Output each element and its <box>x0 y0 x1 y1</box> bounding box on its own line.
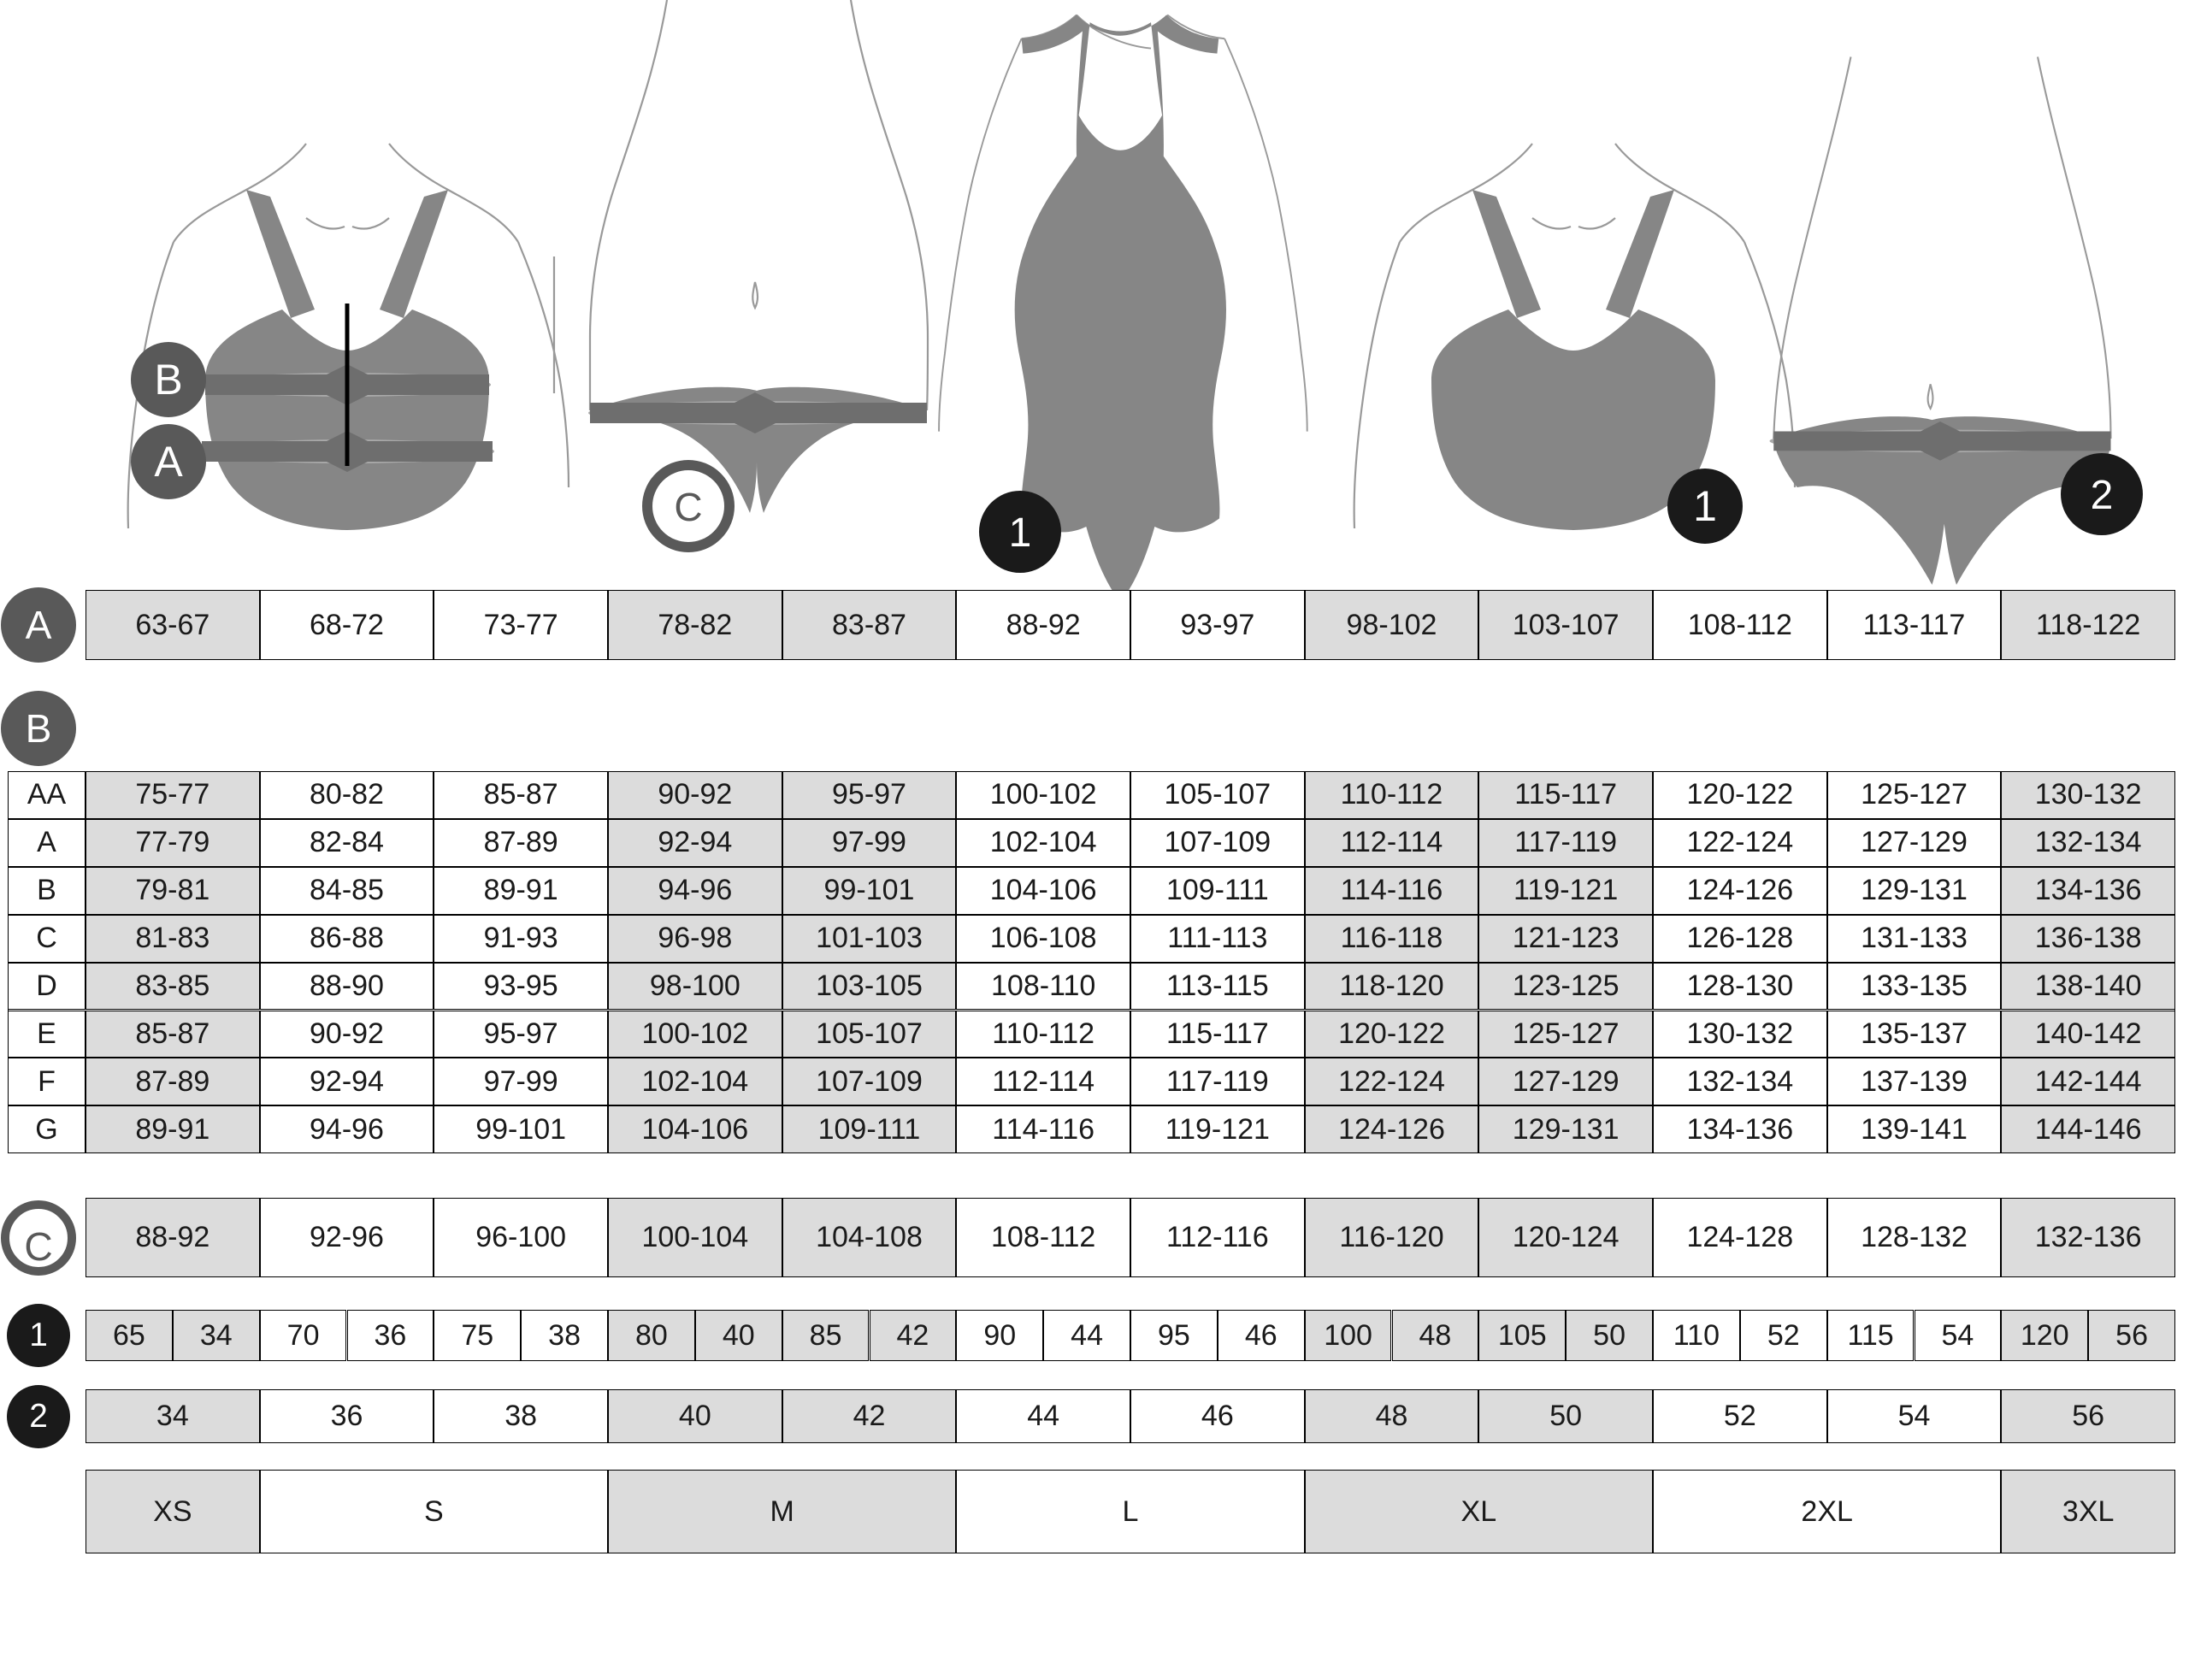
svg-text:2: 2 <box>2091 473 2114 518</box>
svg-text:1: 1 <box>1693 482 1717 530</box>
svg-text:C: C <box>674 485 702 529</box>
svg-text:B: B <box>154 356 182 404</box>
svg-text:A: A <box>154 438 183 486</box>
svg-text:1: 1 <box>1009 510 1032 556</box>
